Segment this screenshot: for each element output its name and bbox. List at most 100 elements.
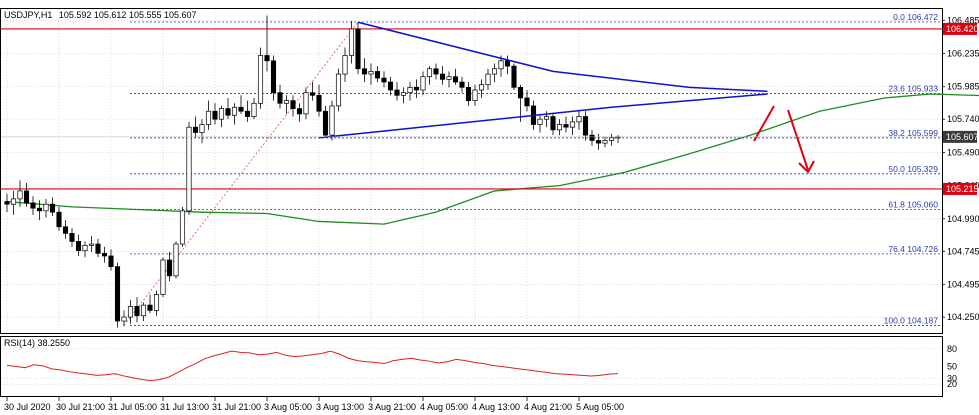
time-tick-label: 4 Aug 21:00 (524, 402, 572, 412)
candle-body (212, 110, 218, 120)
fibonacci-levels: 0.0 106.472 23.6 105.933 38.2 105.599 50.0 … (123, 12, 942, 326)
candle-body (192, 126, 199, 133)
price-tick-label: 104.990 (947, 214, 979, 224)
symbol-label: USDJPY,H1 (4, 10, 52, 20)
arrow-head (798, 160, 815, 174)
candle-body (387, 81, 394, 91)
candle-body (173, 243, 179, 277)
candle-body (17, 190, 23, 200)
time-tick-label: 31 Jul 21:00 (212, 402, 261, 412)
candle-body (355, 28, 361, 70)
price-tick-label: 104.745 (947, 246, 979, 256)
time-tick-label: 30 Jul 2020 (4, 402, 51, 412)
candle-body (602, 140, 608, 144)
grid (1, 9, 942, 333)
candle-body (439, 73, 446, 80)
rsi-header: RSI(14) 38.2550 (4, 338, 70, 348)
price-tick-label: 104.495 (947, 280, 979, 290)
level-tag-bg (943, 182, 977, 195)
candle-body (75, 241, 82, 252)
candle-body (303, 92, 309, 115)
fib-label: 0.0 106.472 (893, 12, 938, 22)
time-tick-label: 3 Aug 05:00 (264, 402, 312, 412)
rsi-line (6, 350, 619, 382)
candle-body (290, 100, 296, 109)
fib-label: 23.6 105.933 (888, 84, 938, 94)
candle-body (296, 108, 303, 115)
candle-body (420, 76, 426, 91)
candle-body (504, 60, 511, 67)
time-tick-label: 31 Jul 05:00 (108, 402, 157, 412)
candle-body (114, 266, 121, 322)
candle-body (95, 243, 101, 254)
level-tag: 106.420 (946, 24, 979, 34)
candle-body (472, 89, 478, 101)
candle-body (374, 71, 381, 79)
fib-label: 50.0 105.329 (888, 164, 938, 174)
level-tag: 105.215 (946, 184, 979, 194)
rsi-tick-label: 20 (947, 379, 957, 389)
price-axis: 106.485 106.235 105.985 105.740 105.490 105.2… (1, 15, 979, 322)
candle-body (550, 116, 556, 131)
fib-label: 100.0 104.187 (884, 315, 939, 325)
candle-body (186, 126, 192, 212)
candle-body (88, 243, 95, 246)
last-price-tag-bg (943, 130, 977, 143)
candle-body (43, 203, 49, 212)
candle-body (485, 73, 491, 86)
moving-average (6, 93, 979, 225)
candle-body (257, 55, 264, 104)
level-tag-bg (943, 22, 977, 35)
candle-body (459, 81, 465, 88)
fib-label: 76.4 104.726 (888, 244, 938, 254)
candle-body (517, 86, 524, 99)
forecast-arrows (753, 105, 815, 174)
candle-body (283, 100, 290, 104)
ohlc-label: 105.592 105.612 105.555 105.607 (59, 10, 197, 20)
arrow-down-segment (787, 109, 809, 171)
candle-body (556, 124, 563, 131)
candle-body (348, 28, 355, 56)
candle-body (537, 118, 543, 125)
candle-body (394, 89, 400, 96)
candle-body (569, 121, 576, 128)
candle-body (446, 76, 452, 80)
price-tick-label: 106.235 (947, 48, 979, 58)
candles (4, 15, 621, 328)
candle-body (407, 86, 413, 94)
candle-body (179, 210, 186, 245)
candle-body (153, 294, 160, 311)
time-tick-label: 5 Aug 05:00 (576, 402, 624, 412)
candle-body (166, 259, 173, 277)
candle-body (576, 116, 582, 123)
candle-body (147, 304, 153, 311)
candle-body (465, 86, 472, 101)
candle-body (140, 304, 147, 317)
candle-body (309, 92, 316, 96)
candle-body (160, 259, 166, 295)
candle-body (205, 110, 212, 125)
fib-label: 61.8 105.060 (888, 200, 938, 210)
candle-body (329, 105, 335, 136)
candle-body (563, 124, 569, 128)
rsi-panel-frame (0, 336, 943, 397)
price-tick-label: 104.250 (947, 312, 979, 322)
candle-body (368, 71, 374, 75)
candle-body (498, 60, 504, 70)
triangle-lower-line (318, 93, 768, 139)
candle-body (127, 306, 134, 318)
candle-body (225, 108, 231, 116)
candle-body (199, 124, 205, 133)
candle-body (543, 116, 550, 120)
candle-body (277, 92, 283, 104)
candle-body (608, 137, 615, 141)
candle-body (433, 68, 439, 75)
candle-body (10, 198, 17, 205)
candle-body (264, 55, 270, 62)
candle-body (134, 306, 140, 317)
candle-body (82, 245, 88, 252)
arrow-up-segment (753, 105, 775, 142)
triangle-upper-line (357, 21, 768, 93)
